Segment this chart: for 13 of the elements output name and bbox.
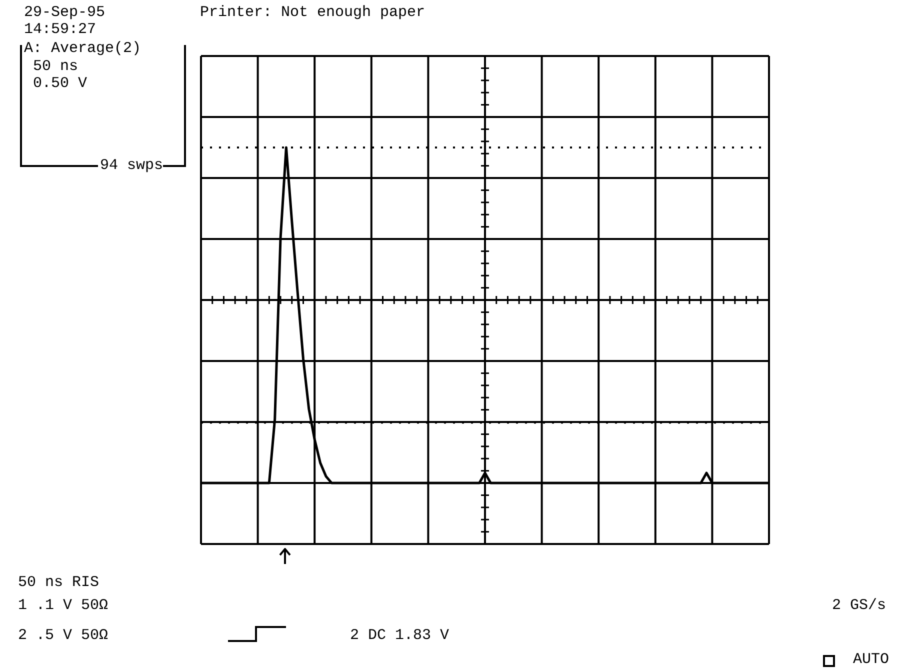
text: 2 .5 V 50Ω	[18, 627, 108, 644]
text: 50 ns RIS	[18, 574, 100, 591]
text: 0.50 V	[33, 75, 88, 92]
text: 2 DC 1.83 V	[350, 627, 450, 644]
text: 50 ns	[33, 58, 78, 75]
text: 2 GS/s	[832, 597, 886, 614]
text: 14:59:27	[24, 21, 96, 38]
text: A: Average(2)	[24, 40, 142, 57]
text: Printer: Not enough paper	[200, 4, 426, 21]
text: AUTO	[853, 651, 890, 668]
text: 94 swps	[98, 157, 164, 174]
text: 29-Sep-95	[24, 4, 106, 21]
text: 1 .1 V 50Ω	[18, 597, 108, 614]
